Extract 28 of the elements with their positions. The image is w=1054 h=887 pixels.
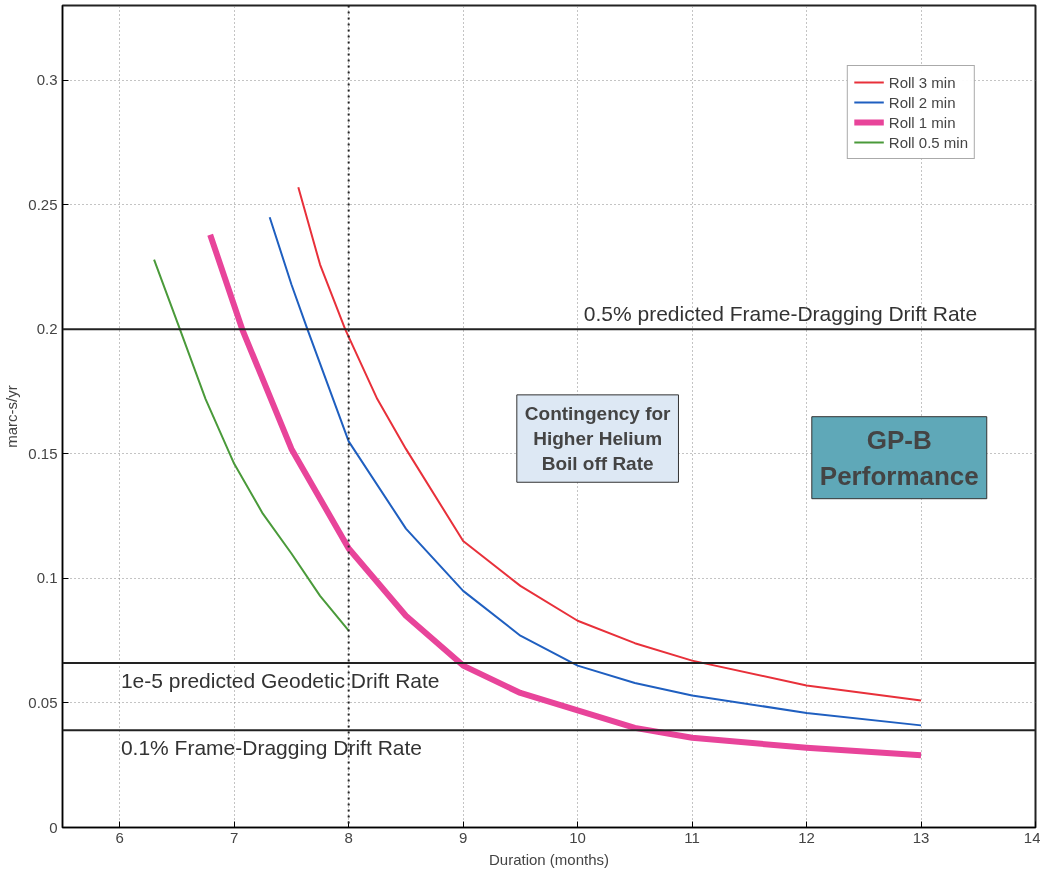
y-tick-label: 0.3 (36, 71, 58, 89)
x-tick-label: 9 (458, 828, 468, 846)
ref-line-label: 1e-5 predicted Geodetic Drift Rate (120, 669, 440, 693)
x-tick-label: 12 (798, 828, 815, 846)
legend-label: Roll 0.5 min (888, 133, 968, 151)
y-tick-label: 0.1 (36, 569, 58, 587)
x-tick-label: 6 (115, 828, 124, 846)
ref-line-label: 0.1% Frame-Dragging Drift Rate (120, 736, 422, 760)
y-tick-label: 0 (49, 818, 58, 836)
x-axis-title: Duration (months) (488, 850, 610, 868)
ref-line-label: 0.5% predicted Frame-Dragging Drift Rate (583, 302, 978, 326)
y-tick-label: 0.25 (28, 195, 58, 213)
legend-label: Roll 2 min (888, 93, 956, 111)
legend-label: Roll 3 min (888, 73, 956, 91)
y-tick-label: 0.15 (28, 444, 58, 462)
line-series (153, 258, 350, 632)
annotation: GP-B Performance (819, 424, 979, 491)
x-tick-label: 7 (230, 828, 239, 846)
y-tick-label: 0.05 (28, 693, 58, 711)
x-tick-label: 8 (344, 828, 353, 846)
annotation: Contingency for Higher Helium Boil off Rate (524, 402, 672, 475)
legend-label: Roll 1 min (888, 113, 956, 131)
x-tick-label: 10 (569, 828, 586, 846)
y-axis-title: marc-s/yr (3, 385, 21, 448)
y-tick-label: 0.2 (36, 320, 58, 338)
x-tick-label: 11 (684, 828, 700, 846)
x-tick-label: 13 (912, 828, 930, 846)
x-tick-label: 14 (1023, 828, 1041, 846)
